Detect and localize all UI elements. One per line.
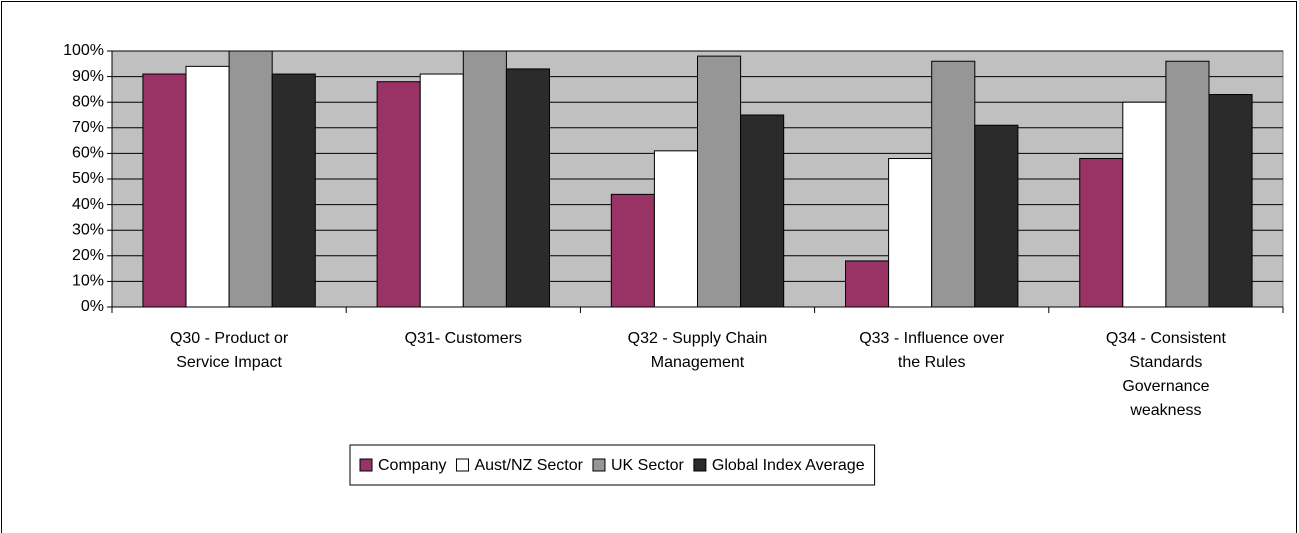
legend-label: Global Index Average (712, 457, 865, 474)
x-tick-label: weakness (1129, 402, 1201, 419)
x-tick-label: Q30 - Product or (170, 330, 289, 347)
y-tick-label: 20% (72, 247, 104, 264)
bar (419, 73, 464, 308)
bar (931, 60, 976, 308)
x-tick-label: Standards (1129, 354, 1202, 371)
y-tick-label: 0% (81, 298, 104, 315)
bar (462, 50, 507, 308)
y-tick-label: 50% (72, 170, 104, 187)
bar (845, 260, 890, 308)
y-tick-label: 40% (72, 196, 104, 213)
bar (1122, 101, 1167, 308)
y-tick-label: 10% (72, 273, 104, 290)
legend-swatch (359, 458, 373, 472)
legend-swatch (455, 458, 469, 472)
legend-swatch (592, 458, 606, 472)
bar (228, 50, 273, 308)
y-tick-label: 30% (72, 221, 104, 238)
bar (271, 73, 316, 308)
bar (1208, 94, 1253, 308)
y-tick-label: 100% (63, 42, 104, 59)
x-tick-label: the Rules (898, 354, 966, 371)
bar (610, 193, 655, 308)
y-tick-label: 60% (72, 145, 104, 162)
bar (653, 150, 699, 308)
x-tick-label: Service Impact (176, 354, 282, 371)
bar (740, 114, 785, 308)
y-tick-label: 80% (72, 93, 104, 110)
bar (185, 65, 230, 308)
bar (888, 158, 933, 308)
x-tick-label: Q33 - Influence over (859, 330, 1005, 347)
bar (505, 68, 550, 308)
bar (1079, 158, 1124, 308)
x-tick-label: Q31- Customers (405, 330, 522, 347)
legend-swatch (693, 458, 707, 472)
x-tick-label: Management (651, 354, 745, 371)
legend-label: UK Sector (611, 457, 685, 474)
bar (142, 73, 187, 308)
x-tick-label: Q32 - Supply Chain (628, 330, 768, 347)
x-tick-label: Q34 - Consistent (1106, 330, 1227, 347)
bar (697, 55, 742, 308)
legend-label: Company (378, 457, 446, 474)
legend (349, 444, 876, 486)
bar (1165, 60, 1210, 308)
y-tick-label: 90% (72, 68, 104, 85)
y-tick-label: 70% (72, 119, 104, 136)
bar (974, 124, 1019, 308)
legend-label: Aust/NZ Sector (474, 457, 583, 474)
bar (376, 81, 421, 308)
x-tick-label: Governance (1122, 378, 1209, 395)
